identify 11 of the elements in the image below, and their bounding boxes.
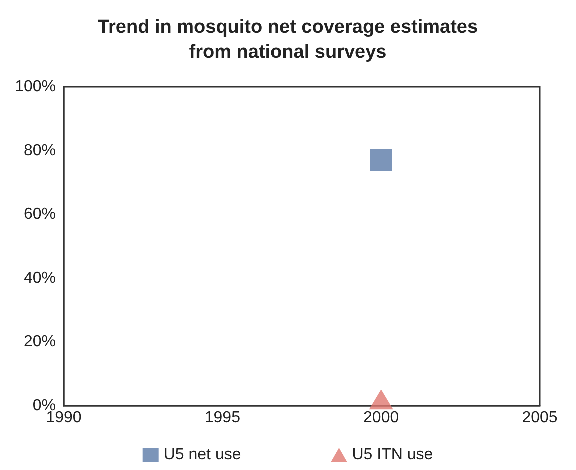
y-tick-label: 60% — [24, 206, 56, 224]
legend-label: U5 net use — [164, 446, 242, 464]
x-tick-label: 2000 — [364, 410, 400, 426]
y-tick-label: 80% — [24, 142, 56, 160]
x-tick-label: 1995 — [204, 410, 241, 426]
x-tick-label: 2005 — [522, 410, 558, 426]
y-tick-label: 40% — [24, 270, 56, 287]
legend-label: U5 ITN use — [352, 446, 434, 464]
chart-title: Trend in mosquito net coverage estimates from national surveys — [98, 17, 478, 63]
y-tick-label: 100% — [15, 78, 56, 96]
y-tick-label: 20% — [24, 334, 56, 351]
